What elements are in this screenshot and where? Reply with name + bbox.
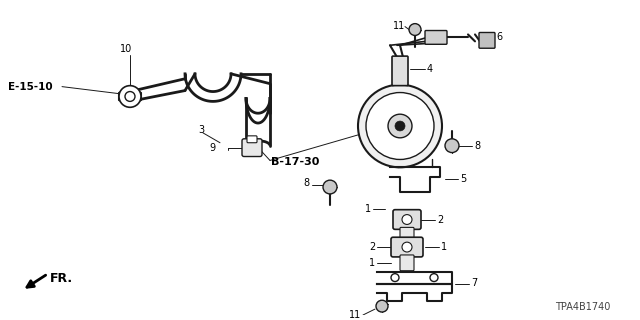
Text: 10: 10 (120, 44, 132, 54)
Circle shape (119, 86, 141, 107)
Text: 8: 8 (304, 178, 310, 188)
Text: TPA4B1740: TPA4B1740 (555, 302, 611, 312)
Text: 4: 4 (427, 64, 433, 74)
Text: 1: 1 (369, 258, 375, 268)
Circle shape (125, 92, 135, 101)
FancyBboxPatch shape (391, 237, 423, 257)
Text: 11: 11 (349, 310, 361, 320)
FancyBboxPatch shape (247, 136, 257, 143)
Text: 11: 11 (393, 20, 405, 31)
Text: 8: 8 (474, 141, 480, 151)
Circle shape (409, 24, 421, 36)
Text: E-15-10: E-15-10 (8, 82, 52, 92)
Circle shape (430, 274, 438, 282)
Text: 5: 5 (460, 174, 467, 184)
FancyBboxPatch shape (400, 255, 414, 271)
FancyBboxPatch shape (392, 56, 408, 86)
Text: 2: 2 (369, 242, 375, 252)
Circle shape (391, 274, 399, 282)
FancyBboxPatch shape (242, 139, 262, 156)
Text: 1: 1 (365, 204, 371, 214)
Circle shape (323, 180, 337, 194)
Circle shape (402, 242, 412, 252)
Text: B-17-30: B-17-30 (271, 157, 319, 167)
Circle shape (388, 114, 412, 138)
Text: 6: 6 (496, 32, 502, 43)
Circle shape (358, 85, 442, 167)
Text: 9: 9 (209, 143, 215, 153)
Circle shape (366, 92, 434, 159)
FancyBboxPatch shape (400, 228, 414, 239)
FancyBboxPatch shape (425, 30, 447, 44)
Text: 7: 7 (471, 278, 477, 289)
Text: FR.: FR. (50, 272, 73, 285)
Circle shape (395, 121, 405, 131)
Circle shape (445, 139, 459, 153)
Circle shape (376, 300, 388, 312)
Text: 1: 1 (441, 242, 447, 252)
Text: 3: 3 (198, 125, 204, 135)
FancyBboxPatch shape (479, 33, 495, 48)
Circle shape (402, 215, 412, 224)
FancyBboxPatch shape (393, 210, 421, 229)
Text: 2: 2 (437, 214, 444, 225)
